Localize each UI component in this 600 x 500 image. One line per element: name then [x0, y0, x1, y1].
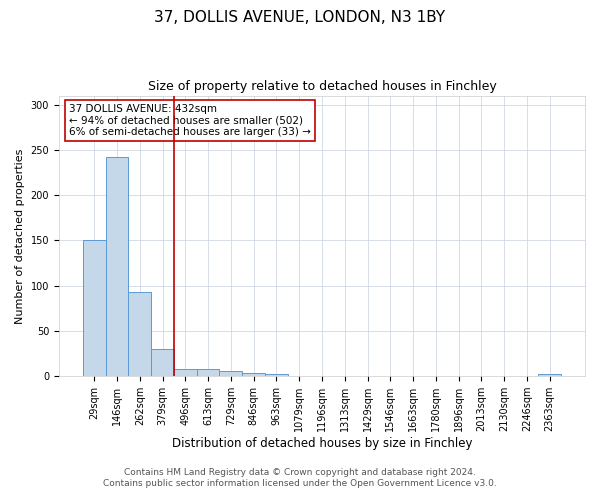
Bar — [128, 292, 151, 376]
Title: Size of property relative to detached houses in Finchley: Size of property relative to detached ho… — [148, 80, 496, 93]
Bar — [538, 374, 561, 376]
Bar — [220, 371, 242, 376]
Text: 37, DOLLIS AVENUE, LONDON, N3 1BY: 37, DOLLIS AVENUE, LONDON, N3 1BY — [154, 10, 446, 25]
Bar — [265, 374, 288, 376]
Bar — [242, 372, 265, 376]
Bar — [174, 369, 197, 376]
X-axis label: Distribution of detached houses by size in Finchley: Distribution of detached houses by size … — [172, 437, 472, 450]
Text: Contains HM Land Registry data © Crown copyright and database right 2024.
Contai: Contains HM Land Registry data © Crown c… — [103, 468, 497, 487]
Bar — [197, 369, 220, 376]
Bar — [83, 240, 106, 376]
Text: 37 DOLLIS AVENUE: 432sqm
← 94% of detached houses are smaller (502)
6% of semi-d: 37 DOLLIS AVENUE: 432sqm ← 94% of detach… — [70, 104, 311, 137]
Bar — [106, 157, 128, 376]
Y-axis label: Number of detached properties: Number of detached properties — [15, 148, 25, 324]
Bar — [151, 349, 174, 376]
